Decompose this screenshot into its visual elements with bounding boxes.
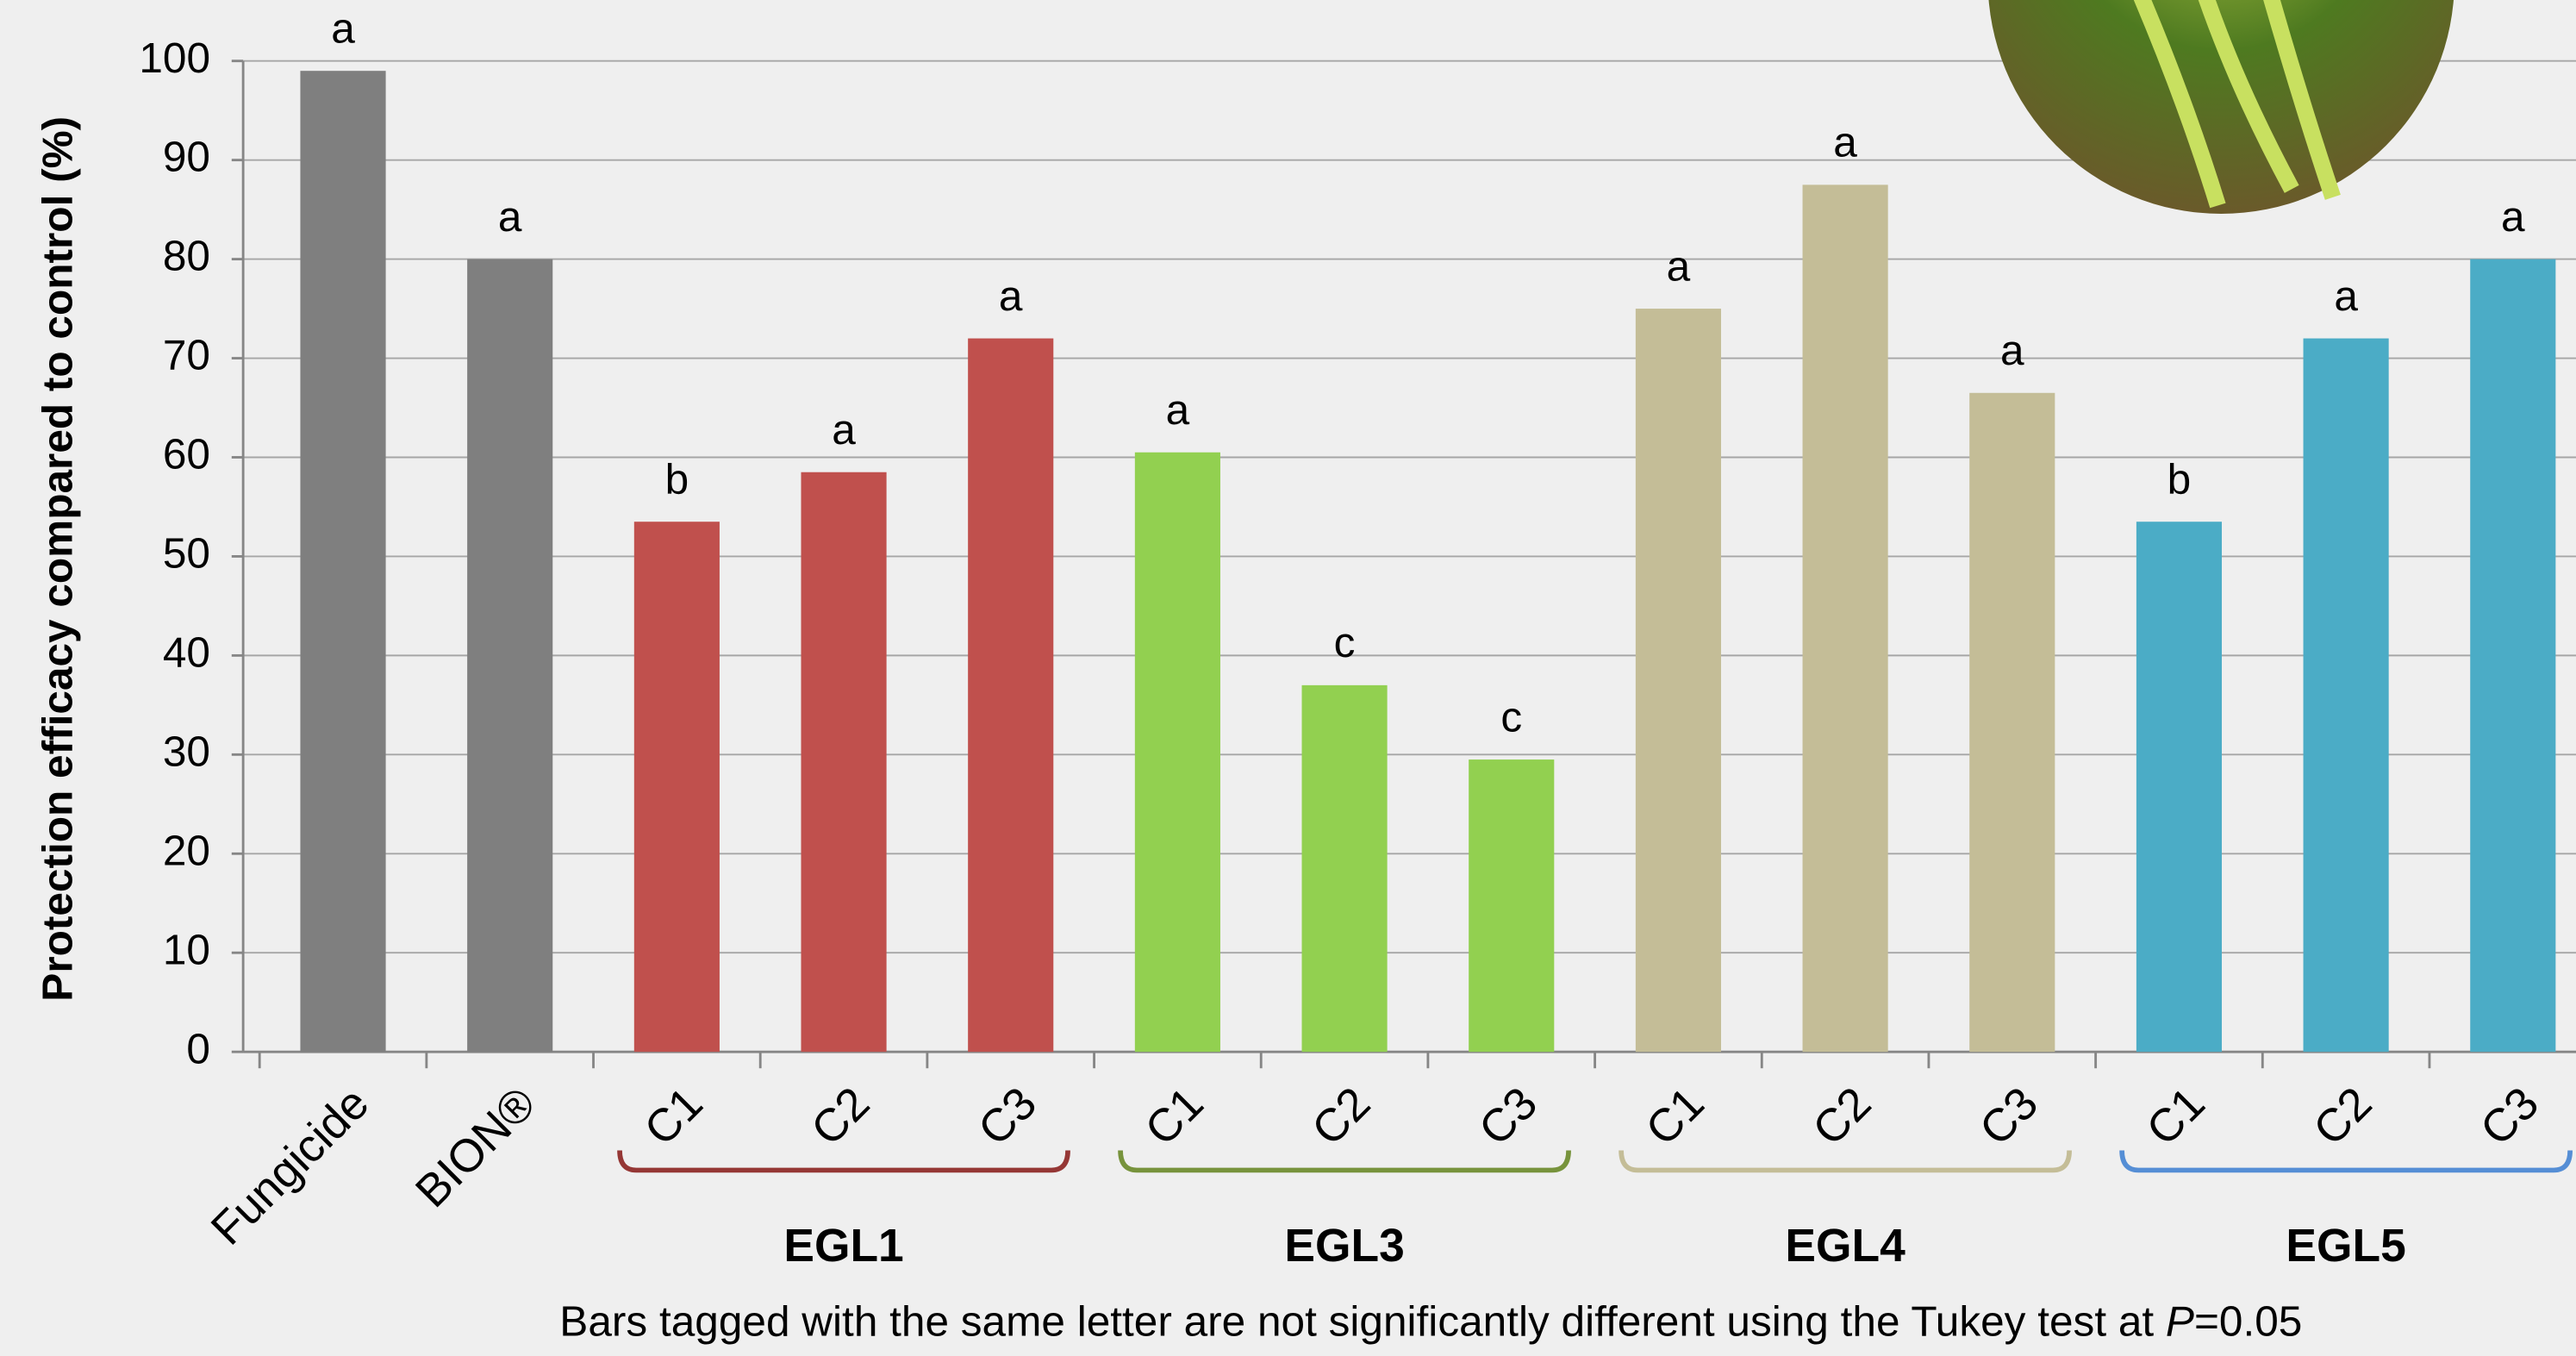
bar bbox=[801, 472, 886, 1052]
y-tick-label: 70 bbox=[163, 331, 210, 379]
group-label: EGL5 bbox=[2286, 1221, 2405, 1272]
significance-letter: a bbox=[1833, 118, 1857, 166]
y-tick-label: 100 bbox=[139, 34, 210, 82]
y-tick-label: 10 bbox=[163, 925, 210, 973]
chart: 0102030405060708090100aFungicideaBION®bC… bbox=[0, 0, 2576, 1356]
y-tick-label: 80 bbox=[163, 232, 210, 280]
group-label: EGL1 bbox=[783, 1221, 903, 1272]
bar bbox=[968, 339, 1053, 1053]
bar bbox=[1636, 309, 1721, 1052]
bar bbox=[300, 71, 385, 1052]
bar bbox=[1302, 685, 1388, 1052]
significance-letter: c bbox=[1334, 618, 1356, 666]
bar bbox=[467, 259, 552, 1053]
significance-letter: b bbox=[2167, 455, 2192, 503]
y-tick-label: 90 bbox=[163, 133, 210, 181]
significance-letter: a bbox=[999, 272, 1023, 320]
significance-letter: a bbox=[331, 4, 355, 53]
bar bbox=[2136, 522, 2222, 1052]
bar bbox=[1969, 393, 2055, 1052]
group-label: EGL3 bbox=[1284, 1221, 1404, 1272]
y-tick-label: 50 bbox=[163, 529, 210, 578]
y-tick-label: 30 bbox=[163, 727, 210, 775]
bar bbox=[1135, 453, 1220, 1052]
y-tick-label: 40 bbox=[163, 628, 210, 676]
significance-letter: a bbox=[498, 192, 522, 241]
significance-letter: a bbox=[2000, 326, 2024, 374]
y-tick-label: 0 bbox=[186, 1024, 210, 1072]
significance-letter: a bbox=[832, 405, 856, 453]
significance-letter: a bbox=[2501, 192, 2525, 241]
bar bbox=[634, 522, 720, 1052]
significance-letter: a bbox=[1166, 385, 1190, 434]
group-label: EGL4 bbox=[1785, 1221, 1905, 1272]
footnote-italic: P bbox=[2166, 1297, 2194, 1346]
significance-letter: b bbox=[665, 455, 689, 503]
significance-letter: a bbox=[2334, 272, 2358, 320]
y-axis-label: Protection efficacy compared to control … bbox=[34, 116, 82, 1002]
y-tick-label: 20 bbox=[163, 826, 210, 874]
significance-letter: c bbox=[1500, 692, 1522, 740]
footnote: Bars tagged with the same letter are not… bbox=[559, 1297, 2302, 1346]
bar bbox=[2304, 339, 2389, 1053]
y-tick-label: 60 bbox=[163, 430, 210, 478]
footnote-rest: =0.05 bbox=[2194, 1297, 2302, 1346]
bar bbox=[2470, 259, 2555, 1053]
footnote-text: Bars tagged with the same letter are not… bbox=[559, 1297, 2166, 1346]
significance-letter: a bbox=[1667, 241, 1691, 290]
bar bbox=[1803, 184, 1888, 1052]
bar bbox=[1469, 759, 1554, 1052]
